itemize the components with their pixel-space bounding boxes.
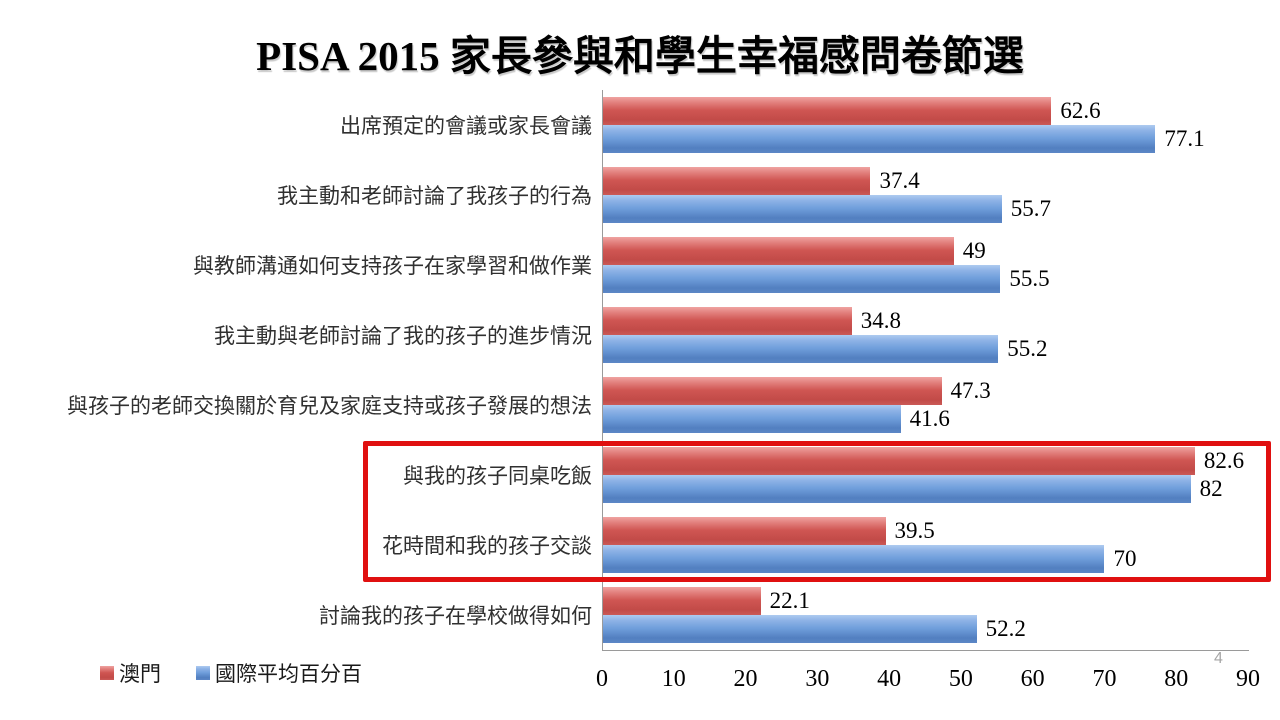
chart-title: PISA 2015 家長參與和學生幸福感問卷節選 xyxy=(256,33,1024,79)
category-label: 討論我的孩子在學校做得如何 xyxy=(319,605,592,628)
bar-value-label: 34.8 xyxy=(860,308,902,333)
macau-bar xyxy=(602,377,942,405)
macau-swatch-icon xyxy=(100,666,114,680)
legend-label-macau: 澳門 xyxy=(119,663,161,686)
x-tick-label: 60 xyxy=(1020,666,1045,692)
intl-average-bar xyxy=(602,195,1002,223)
category-label: 與孩子的老師交換關於育兒及家庭支持或孩子發展的想法 xyxy=(67,395,592,418)
highlight-box xyxy=(363,441,1271,582)
x-tick-label: 20 xyxy=(733,666,758,692)
intl-average-bar xyxy=(602,475,1191,503)
macau-bar xyxy=(602,97,1052,125)
bar-value-label: 37.4 xyxy=(879,168,920,193)
macau-bar xyxy=(602,167,871,195)
page-number: 4 xyxy=(1214,650,1223,667)
legend-item-intl: 國際平均百分百 xyxy=(196,658,362,688)
x-tick-label: 70 xyxy=(1092,666,1117,692)
bar-value-label: 62.6 xyxy=(1060,98,1101,123)
x-tick-label: 50 xyxy=(948,666,973,692)
category-label: 與我的孩子同桌吃飯 xyxy=(403,465,592,488)
intl-average-bar xyxy=(602,405,901,433)
legend-label-intl: 國際平均百分百 xyxy=(215,663,362,686)
legend: 澳門 國際平均百分百 xyxy=(100,658,362,688)
intl-average-bar xyxy=(602,265,1001,293)
category-label: 我主動和老師討論了我孩子的行為 xyxy=(277,185,592,208)
bar-value-label: 47.3 xyxy=(950,378,991,403)
macau-bar xyxy=(602,447,1195,475)
bar-value-label: 82.6 xyxy=(1203,448,1245,473)
bar-value-label: 49 xyxy=(962,238,986,263)
bar-value-label: 39.5 xyxy=(894,518,935,543)
x-axis-line xyxy=(602,650,1249,651)
bar-value-label: 52.2 xyxy=(985,616,1026,641)
y-axis-line xyxy=(602,90,603,650)
x-tick-label: 40 xyxy=(877,666,902,692)
bar-value-label: 22.1 xyxy=(769,588,810,613)
macau-bar xyxy=(602,587,761,615)
intl-average-bar xyxy=(602,545,1105,573)
x-tick-label: 80 xyxy=(1164,666,1189,692)
category-label: 我主動與老師討論了我的孩子的進步情況 xyxy=(214,325,592,348)
bar-value-label: 82 xyxy=(1199,476,1223,501)
x-tick-label: 10 xyxy=(661,666,686,692)
macau-bar xyxy=(602,307,852,335)
bar-value-label: 70 xyxy=(1113,546,1137,571)
bar-value-label: 41.6 xyxy=(909,406,950,431)
macau-bar xyxy=(602,237,954,265)
category-label: 與教師溝通如何支持孩子在家學習和做作業 xyxy=(193,255,592,278)
bar-value-label: 55.7 xyxy=(1010,196,1052,221)
x-tick-label: 0 xyxy=(596,666,608,692)
legend-item-macau: 澳門 xyxy=(100,658,161,688)
bar-value-label: 77.1 xyxy=(1164,126,1205,151)
intl-average-bar xyxy=(602,125,1156,153)
intl-average-bar xyxy=(602,615,977,643)
intl-average-bar xyxy=(602,335,999,363)
x-tick-label: 30 xyxy=(805,666,830,692)
bar-value-label: 55.2 xyxy=(1007,336,1048,361)
category-label: 花時間和我的孩子交談 xyxy=(382,535,592,558)
macau-bar xyxy=(602,517,886,545)
category-label: 出席預定的會議或家長會議 xyxy=(340,115,592,138)
bar-value-label: 55.5 xyxy=(1009,266,1050,291)
intl-swatch-icon xyxy=(196,666,210,680)
x-tick-label: 90 xyxy=(1236,666,1260,692)
